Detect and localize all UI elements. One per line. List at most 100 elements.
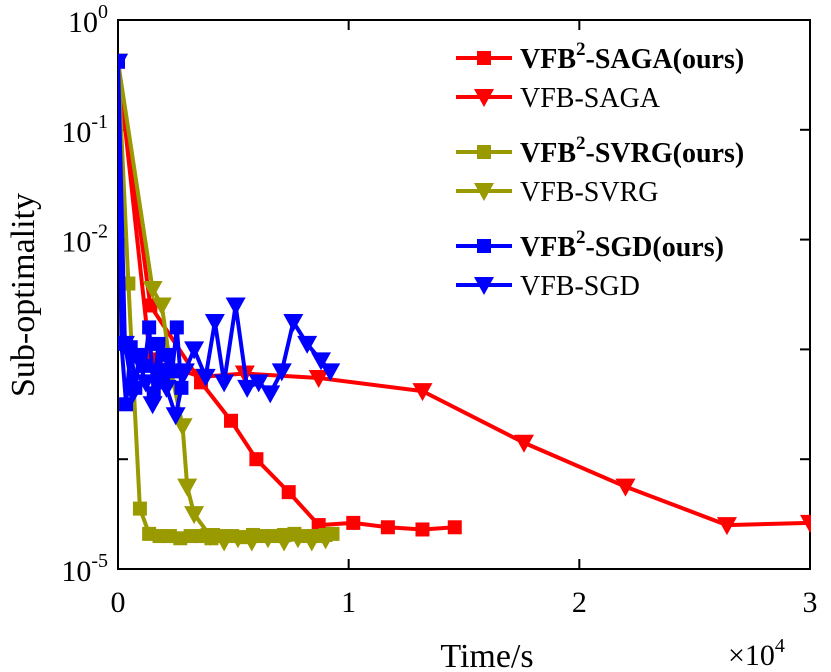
y-tick-label-base: 10 bbox=[61, 116, 91, 149]
series-4-marker-1 bbox=[118, 336, 129, 351]
series-5-marker-20 bbox=[297, 335, 318, 354]
x-axis-label: Time/s bbox=[440, 638, 533, 672]
series-4-marker-14 bbox=[174, 380, 189, 395]
series-5-marker-8 bbox=[165, 407, 186, 426]
legend-label-rest: -SAGA(ours) bbox=[586, 44, 745, 75]
legend: VFB2-SAGA(ours)VFB-SAGAVFB2-SVRG(ours)VF… bbox=[456, 39, 744, 302]
series-0-marker-8 bbox=[380, 520, 395, 535]
legend-label-0: VFB2-SAGA(ours) bbox=[520, 39, 744, 75]
y-tick-label-1: 10-1 bbox=[61, 111, 108, 149]
series-0-marker-10 bbox=[447, 520, 462, 535]
legend-label-4: VFB2-SGD(ours) bbox=[520, 227, 724, 263]
legend-marker-4 bbox=[477, 239, 491, 253]
series-3-marker-6 bbox=[184, 506, 205, 525]
legend-entry-4: VFB2-SGD(ours) bbox=[456, 227, 724, 263]
y-tick-label-exp: -1 bbox=[91, 111, 108, 133]
series-1-marker-4 bbox=[308, 369, 329, 388]
legend-label-main: VFB bbox=[520, 232, 576, 263]
series-5-marker-19 bbox=[283, 313, 304, 332]
series-4-marker-9 bbox=[151, 336, 166, 351]
axis-ticks bbox=[117, 19, 811, 570]
series-4 bbox=[118, 54, 189, 412]
series-0-marker-7 bbox=[346, 515, 361, 530]
x-tick-label-3: 3 bbox=[803, 586, 818, 619]
legend-marker-3 bbox=[474, 183, 494, 201]
y-tick-label-base: 10 bbox=[68, 6, 98, 39]
series-3-marker-1 bbox=[142, 281, 163, 300]
series-3-marker-5 bbox=[177, 478, 198, 497]
series-line-1 bbox=[118, 61, 811, 528]
series-5-marker-12 bbox=[204, 313, 225, 332]
series-1-marker-7 bbox=[615, 478, 636, 497]
series-2-marker-1 bbox=[132, 501, 147, 516]
legend-label-sup: 2 bbox=[576, 133, 586, 154]
legend-label-3: VFB-SVRG bbox=[520, 177, 658, 208]
series-0-marker-1 bbox=[143, 298, 158, 313]
series-1 bbox=[118, 53, 811, 536]
legend-label-main: VFB bbox=[520, 44, 576, 75]
legend-label-sup: 2 bbox=[576, 39, 586, 60]
legend-entry-0: VFB2-SAGA(ours) bbox=[456, 39, 744, 75]
x-multiplier-base: 10 bbox=[745, 639, 775, 672]
x-multiplier-times: × bbox=[728, 639, 745, 672]
y-tick-label-exp: -2 bbox=[91, 221, 108, 243]
series-4-marker-8 bbox=[146, 386, 161, 401]
y-tick-label-base: 10 bbox=[61, 555, 91, 588]
y-tick-label-base: 10 bbox=[61, 226, 91, 259]
series-1-marker-6 bbox=[513, 434, 534, 453]
legend-label-2: VFB2-SVRG(ours) bbox=[520, 133, 744, 169]
series-5-marker-21 bbox=[310, 352, 331, 371]
series-5-marker-4 bbox=[135, 374, 156, 393]
series-0-marker-4 bbox=[249, 452, 264, 467]
legend-label-rest: -SVRG(ours) bbox=[586, 138, 745, 169]
series-4-marker-4 bbox=[128, 380, 143, 395]
y-tick-label-3: 10-5 bbox=[61, 550, 108, 588]
x-multiplier-label: ×104 bbox=[728, 635, 785, 672]
series-0-marker-9 bbox=[415, 522, 430, 537]
series-5-marker-18 bbox=[271, 363, 292, 382]
series-4-marker-12 bbox=[165, 364, 180, 379]
x-tick-labels: 0 1 2 3 bbox=[111, 586, 818, 619]
legend-entry-3: VFB-SVRG bbox=[456, 177, 658, 208]
series-5-marker-13 bbox=[214, 374, 235, 393]
series-4-marker-5 bbox=[132, 347, 147, 362]
series-5-marker-10 bbox=[184, 341, 205, 360]
legend-marker-0 bbox=[477, 51, 491, 65]
y-axis-label: Sub-optimality bbox=[5, 193, 42, 397]
series-5-marker-17 bbox=[260, 385, 281, 404]
series-4-marker-11 bbox=[160, 347, 175, 362]
series-5-marker-16 bbox=[248, 374, 269, 393]
legend-label-main: VFB-SAGA bbox=[520, 83, 661, 114]
legend-marker-5 bbox=[474, 277, 494, 295]
legend-entry-2: VFB2-SVRG(ours) bbox=[456, 133, 744, 169]
series-1-marker-9 bbox=[800, 514, 811, 533]
series-4-marker-7 bbox=[142, 320, 157, 335]
legend-label-sup: 2 bbox=[576, 227, 586, 248]
series-5-marker-15 bbox=[237, 379, 258, 398]
y-tick-label-2: 10-2 bbox=[61, 221, 108, 259]
y-tick-label-0: 100 bbox=[68, 1, 108, 39]
series-5-marker-22 bbox=[320, 363, 341, 382]
series-4-marker-6 bbox=[137, 358, 152, 373]
legend-label-5: VFB-SGD bbox=[520, 271, 640, 302]
legend-label-main: VFB-SVRG bbox=[520, 177, 658, 208]
series-4-marker-13 bbox=[169, 320, 184, 335]
legend-label-main: VFB-SGD bbox=[520, 271, 640, 302]
x-tick-label-1: 1 bbox=[341, 586, 356, 619]
series-2 bbox=[118, 61, 340, 546]
series-5-marker-5 bbox=[142, 396, 163, 415]
y-tick-label-exp: -5 bbox=[91, 550, 108, 572]
series-4-marker-2 bbox=[119, 397, 134, 412]
series-4-marker-0 bbox=[118, 54, 125, 69]
legend-marker-2 bbox=[477, 145, 491, 159]
series-3-marker-2 bbox=[151, 297, 172, 316]
legend-entry-5: VFB-SGD bbox=[456, 271, 640, 302]
x-multiplier-exp: 4 bbox=[775, 635, 785, 657]
plot-frame bbox=[117, 19, 811, 570]
series-layer bbox=[118, 53, 811, 552]
series-4-marker-10 bbox=[155, 375, 170, 390]
series-0 bbox=[118, 54, 462, 537]
series-line-0 bbox=[118, 61, 455, 532]
series-5-marker-14 bbox=[225, 297, 246, 316]
